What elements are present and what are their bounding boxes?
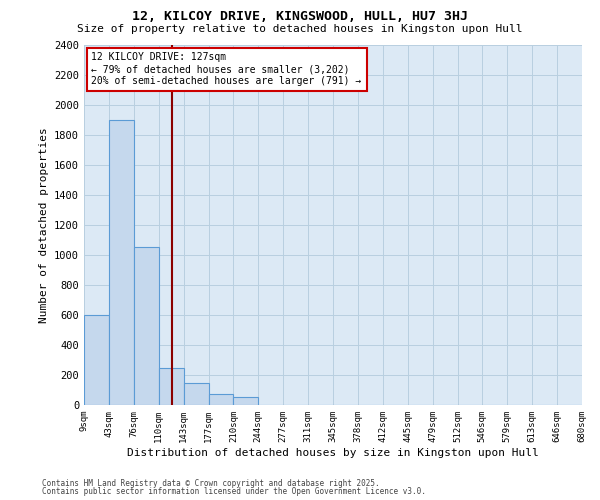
Bar xyxy=(109,120,134,405)
Bar xyxy=(134,248,159,405)
Text: Contains public sector information licensed under the Open Government Licence v3: Contains public sector information licen… xyxy=(42,487,426,496)
Bar xyxy=(84,315,109,405)
X-axis label: Distribution of detached houses by size in Kingston upon Hull: Distribution of detached houses by size … xyxy=(127,448,539,458)
Text: 12 KILCOY DRIVE: 127sqm
← 79% of detached houses are smaller (3,202)
20% of semi: 12 KILCOY DRIVE: 127sqm ← 79% of detache… xyxy=(91,52,362,86)
Bar xyxy=(233,396,259,405)
Y-axis label: Number of detached properties: Number of detached properties xyxy=(38,127,49,323)
Text: Contains HM Land Registry data © Crown copyright and database right 2025.: Contains HM Land Registry data © Crown c… xyxy=(42,478,380,488)
Bar xyxy=(184,382,209,405)
Text: Size of property relative to detached houses in Kingston upon Hull: Size of property relative to detached ho… xyxy=(77,24,523,34)
Bar xyxy=(209,394,233,405)
Text: 12, KILCOY DRIVE, KINGSWOOD, HULL, HU7 3HJ: 12, KILCOY DRIVE, KINGSWOOD, HULL, HU7 3… xyxy=(132,10,468,23)
Bar xyxy=(159,368,184,405)
